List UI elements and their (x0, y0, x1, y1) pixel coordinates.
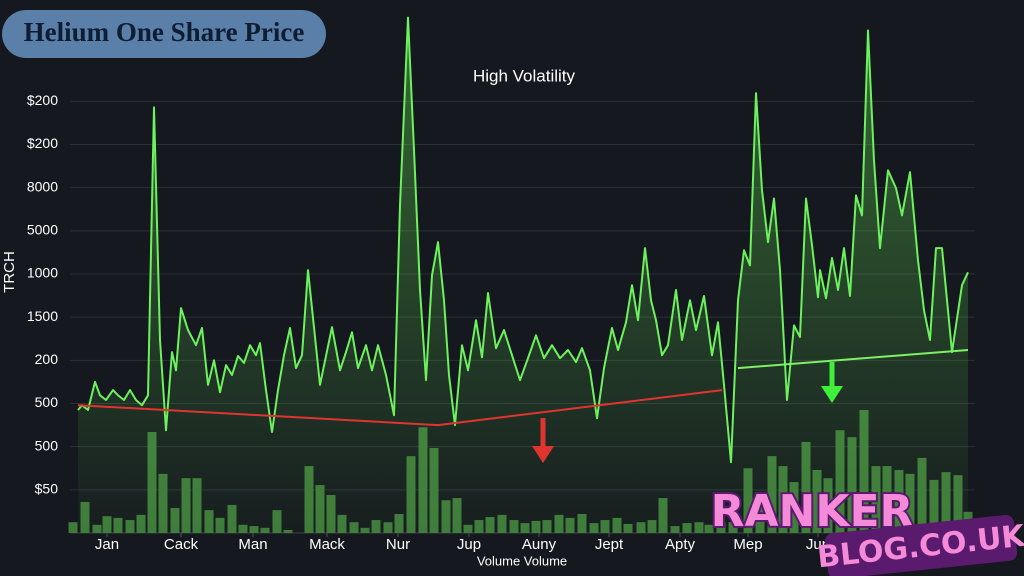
y-tick-label: $50 (35, 481, 59, 497)
watermark-badge (824, 514, 1018, 576)
chart-title: Helium One Share Price (24, 17, 305, 47)
y-tick-label: 200 (35, 351, 59, 367)
trend-line (737, 349, 969, 370)
x-axis-label: Volume Volume (477, 553, 567, 568)
y-axis-label: TRCH (1, 251, 18, 293)
red-arrow (532, 418, 554, 463)
x-tick-label: Apty (665, 536, 696, 553)
x-tick-label: Mack (309, 536, 345, 553)
x-tick-label: Jan (95, 536, 119, 553)
x-tick-label: Nur (386, 536, 410, 553)
x-tick-label: Jup (457, 536, 481, 553)
y-tick-label: 500 (35, 394, 59, 410)
y-tick-label: $200 (27, 92, 58, 108)
price-area (78, 17, 968, 534)
green-arrow (821, 362, 843, 403)
x-tick-label: Jept (595, 536, 624, 553)
chart-subtitle: High Volatility (473, 66, 576, 85)
y-tick-label: 1000 (27, 265, 58, 281)
x-tick-label: Mep (733, 536, 762, 553)
x-tick-label: Auny (522, 536, 557, 553)
y-tick-label: 500 (35, 437, 59, 453)
y-tick-label: 1500 (27, 308, 58, 324)
trend-line (77, 389, 723, 427)
y-tick-label: $200 (27, 135, 58, 151)
watermark-ranker: RANKER (711, 486, 914, 537)
x-tick-label: Jun (806, 536, 830, 553)
volume-bar (68, 522, 78, 533)
x-tick-label: Man (238, 536, 267, 553)
y-tick-label: 5000 (27, 222, 58, 238)
y-tick-label: 8000 (27, 178, 58, 194)
price-line (77, 16, 969, 464)
x-tick-label: Cack (164, 536, 199, 553)
title-badge (2, 10, 326, 58)
